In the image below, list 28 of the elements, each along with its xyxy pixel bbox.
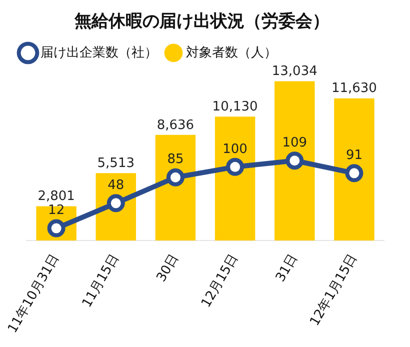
data-label: 10,130	[212, 100, 258, 115]
bar	[155, 134, 196, 240]
data-label: 11,630	[331, 81, 377, 96]
bar	[214, 116, 256, 240]
bar	[334, 98, 374, 240]
point	[226, 158, 244, 176]
data-label: 13,034	[272, 64, 318, 80]
data-label: 85	[167, 152, 184, 168]
x-tick-label: 31日	[273, 252, 302, 285]
data-label: 109	[282, 136, 308, 150]
x-tick-label: 30日	[154, 252, 182, 285]
data-label: 48	[108, 178, 124, 194]
data-label: 8,636	[156, 118, 194, 133]
point	[345, 164, 364, 182]
x-tick-label: 12月15日	[198, 252, 242, 310]
x-tick-label: 12年1月15日	[307, 252, 361, 329]
data-label: 100	[222, 142, 248, 157]
data-label: 2,801	[38, 189, 75, 204]
point	[286, 152, 304, 170]
x-tick-label: 11月15日	[80, 252, 122, 310]
legend-label: 対象者数（人）	[186, 44, 277, 60]
legend-label: 届け出企業数（社）	[40, 45, 158, 60]
chart-title: 無給休暇の届け出状況（労委会）	[74, 12, 330, 32]
point	[166, 168, 184, 186]
bar	[274, 81, 315, 240]
data-label: 91	[346, 148, 362, 164]
data-label: 5,513	[97, 156, 134, 171]
data-label: 12	[48, 203, 65, 218]
